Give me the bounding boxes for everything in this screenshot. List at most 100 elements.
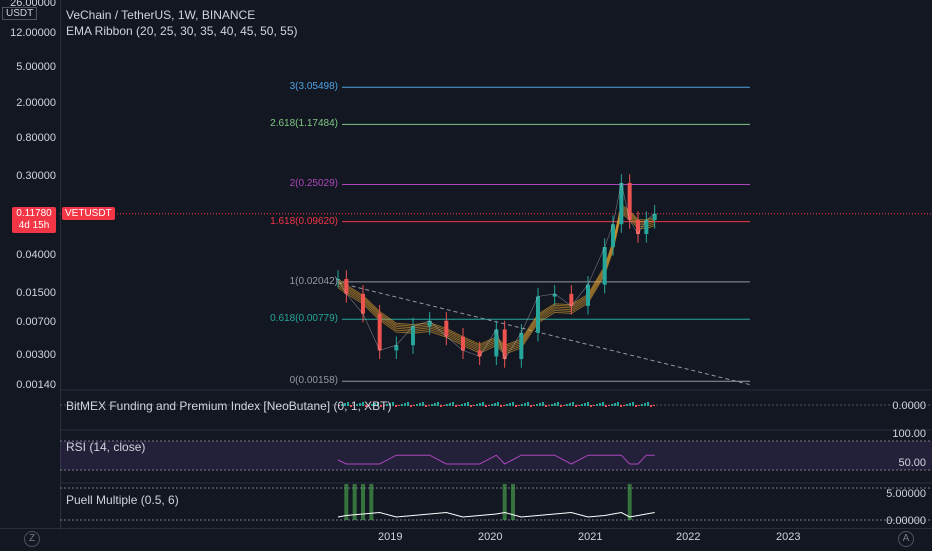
rsi-line — [337, 454, 655, 465]
puell-buy-zone — [361, 484, 365, 520]
bitmex-bar — [419, 403, 421, 406]
rsi-mid-value: 50.00 — [898, 457, 926, 469]
bitmex-bar — [539, 403, 541, 406]
bitmex-bar — [620, 405, 622, 407]
bitmex-bar — [434, 403, 436, 406]
time-tick: 2023 — [776, 531, 801, 543]
fib-level-label: 3(3.05498) — [289, 81, 338, 93]
bitmex-bar — [476, 404, 478, 406]
candle-body — [611, 224, 615, 248]
time-axis[interactable] — [0, 528, 932, 551]
bitmex-bar — [488, 405, 490, 406]
price-chart[interactable] — [60, 0, 932, 528]
bitmex-bar — [614, 403, 616, 406]
candle-body — [636, 220, 640, 234]
bitmex-bar — [353, 405, 355, 406]
bitmex-bar — [530, 405, 532, 407]
puell-buy-zone — [352, 484, 357, 520]
candle-body — [602, 247, 607, 285]
bitmex-bar — [599, 403, 601, 406]
bitmex-bar — [344, 403, 346, 406]
bitmex-bar — [392, 402, 394, 406]
bitmex-bar — [515, 405, 517, 407]
bitmex-bar — [617, 402, 619, 406]
price-tick: 0.04000 — [16, 248, 56, 261]
rsi-pane-label: RSI (14, close) — [66, 440, 146, 454]
bitmex-bar — [470, 405, 472, 407]
bitmex-bar — [557, 402, 559, 406]
time-tick: 2021 — [578, 531, 603, 543]
candle-body — [444, 320, 449, 337]
bitmex-bar — [611, 404, 613, 406]
bitmex-bar — [368, 405, 370, 406]
fib-level-label: 0.618(0.00779) — [270, 313, 338, 325]
bitmex-bar — [623, 405, 625, 406]
bitmex-bar — [542, 402, 544, 406]
price-tick: 2.00000 — [16, 96, 56, 109]
bitmex-bar — [605, 405, 607, 407]
candle-countdown: 4d 15h — [18, 220, 50, 231]
bitmex-bar — [548, 405, 550, 406]
bitmex-bar — [341, 404, 343, 406]
bitmex-bar — [446, 404, 448, 406]
price-path — [337, 182, 655, 360]
bitmex-bar — [497, 402, 499, 406]
current-price: 0.11780 — [16, 208, 52, 219]
puell-buy-zone — [344, 484, 349, 520]
price-tick: 0.30000 — [16, 170, 56, 183]
bitmex-bar — [584, 403, 586, 406]
currency-badge: USDT — [2, 7, 38, 20]
bitmex-bar — [389, 403, 391, 406]
bitmex-bar — [521, 404, 523, 406]
bitmex-bar — [347, 402, 349, 406]
bitmex-bar — [365, 405, 367, 407]
bitmex-bar — [518, 405, 520, 406]
bitmex-bar — [533, 405, 535, 406]
bitmex-bar — [569, 403, 571, 406]
candle-body — [569, 293, 574, 306]
bitmex-bar — [455, 405, 457, 407]
bitmex-bar — [536, 404, 538, 406]
price-tick: 12.00000 — [10, 27, 56, 40]
bitmex-bar — [575, 405, 577, 407]
candle-body — [652, 213, 657, 221]
bitmex-bar — [554, 403, 556, 406]
trend-line — [337, 282, 751, 386]
bitmex-bar — [635, 405, 637, 407]
price-tick: 0.00140 — [16, 379, 56, 391]
bitmex-bar — [596, 404, 598, 406]
bitmex-bar — [500, 405, 502, 407]
bitmex-bar — [587, 402, 589, 406]
bitmex-bar — [581, 404, 583, 406]
bitmex-bar — [602, 402, 604, 406]
bitmex-bar — [641, 404, 643, 406]
puell-buy-zone — [511, 484, 515, 520]
candle-body — [427, 320, 432, 327]
bitmex-bar — [437, 402, 439, 406]
bitmex-bar — [590, 405, 592, 407]
candle-body — [377, 313, 382, 351]
bitmex-bar — [356, 404, 358, 406]
bitmex-bar — [407, 402, 409, 406]
chart-title: VeChain / TetherUS, 1W, BINANCE — [66, 8, 256, 22]
time-tick: 2020 — [478, 531, 503, 543]
bitmex-bar — [506, 404, 508, 406]
bitmex-bar — [452, 402, 454, 406]
bitmex-bar — [647, 402, 649, 406]
bitmex-bar — [401, 404, 403, 406]
bitmex-bar — [458, 405, 460, 406]
bitmex-bar — [410, 405, 412, 407]
bitmex-bar — [377, 402, 379, 406]
bitmex-bar — [509, 403, 511, 406]
bitmex-bar — [626, 404, 628, 406]
bitmex-bar — [374, 403, 376, 406]
bitmex-bar — [362, 402, 364, 406]
auto-scale-button[interactable]: A — [898, 531, 914, 547]
bitmex-bar — [440, 405, 442, 407]
current-price-badge: 0.11780 4d 15h — [12, 207, 56, 233]
bitmex-bar — [650, 405, 652, 407]
price-axis[interactable]: USDT 26.00000 12.00000 5.00000 2.00000 0.800… — [0, 0, 61, 530]
bitmex-bar — [443, 405, 445, 406]
candle-body — [536, 296, 540, 333]
zoom-reset-button[interactable]: Z — [24, 531, 40, 547]
